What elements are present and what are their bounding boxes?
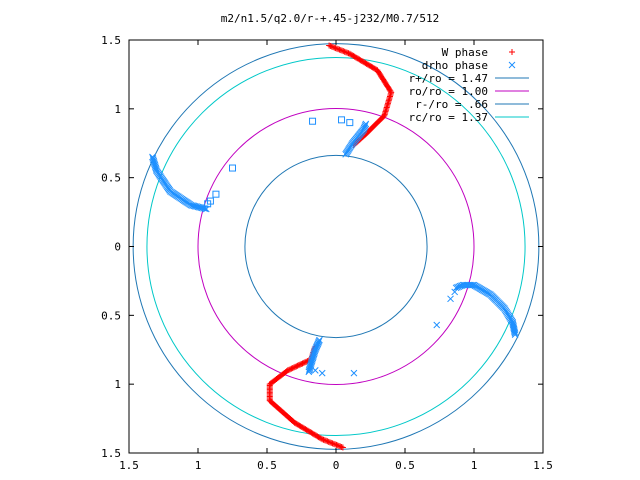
legend-label-0: W phase (442, 46, 488, 59)
legend-label-2: r+/ro = 1.47 (409, 72, 488, 85)
w-phase-point-1-9 (328, 439, 335, 446)
x-tick-label-0: 1.5 (119, 459, 139, 472)
w-phase-point-0-5 (332, 45, 339, 52)
w-phase-point-0-11 (340, 48, 347, 55)
x-tick-label-6: 1.5 (533, 459, 553, 472)
drho-scatter-1-2 (451, 288, 459, 296)
x-tick-label-5: 1 (471, 459, 478, 472)
drho-scatter-1-4 (318, 369, 326, 377)
drho-scatter-1-5 (311, 367, 319, 374)
w-phase-point-0-2 (328, 43, 335, 50)
y-tick-label-1: 1 (114, 378, 121, 391)
x-tick-label-3: 0 (333, 459, 340, 472)
drho-scatter-1-0 (433, 321, 441, 329)
x-tick-label-2: 0.5 (257, 459, 277, 472)
w-phase-point-0-0 (326, 42, 333, 49)
reference-circle-3 (146, 56, 526, 437)
w-phase-point-0-10 (339, 47, 346, 54)
w-phase-point-1-11 (325, 438, 332, 445)
drho-phase-point-2-25 (361, 121, 369, 129)
drho-scatter-0-4 (212, 190, 220, 198)
drho-scatter-0-2 (346, 119, 354, 127)
w-phase-point-0-13 (342, 49, 349, 56)
w-phase-point-1-8 (329, 440, 336, 447)
drho-phase-point-4-60 (511, 329, 519, 337)
drho-scatter-0-6 (204, 200, 212, 208)
w-phase-point-0-14 (344, 49, 351, 56)
drho-scatter-0-0 (309, 117, 317, 125)
w-phase-point-1-10 (326, 439, 333, 446)
w-phase-point-1-3 (336, 442, 343, 449)
legend-label-5: rc/ro = 1.37 (409, 111, 488, 124)
w-phase-point-0-4 (331, 44, 338, 51)
drho-phase-point-5-23 (305, 367, 313, 374)
drho-phase-point-4-12 (469, 281, 476, 289)
drho-phase-point-2-26 (362, 120, 370, 128)
y-tick-label-5: 1 (114, 103, 121, 116)
drho-scatter-1-3 (350, 369, 358, 377)
w-phase-point-1-12 (324, 438, 331, 445)
w-phase-point-0-12 (341, 48, 348, 55)
drho-scatter-0-1 (338, 116, 346, 124)
w-phase-point-0-9 (337, 47, 344, 54)
w-phase-point-1-5 (333, 441, 340, 448)
data-marks (149, 42, 519, 451)
w-phase-point-0-1 (327, 43, 334, 50)
y-tick-label-3: 0 (114, 241, 121, 254)
chart-title: m2/n1.5/q2.0/r-+.45-j232/M0.7/512 (221, 12, 440, 25)
legend-swatch-0 (509, 49, 515, 55)
reference-circle-2 (244, 154, 428, 339)
y-tick-label-6: 1.5 (101, 34, 121, 47)
w-phase-point-1-1 (338, 443, 345, 450)
w-phase-point-1-13 (323, 437, 330, 444)
legend-swatch-1 (508, 61, 516, 69)
w-phase-point-0-3 (329, 44, 336, 51)
y-tick-label-0: 1.5 (101, 447, 121, 460)
drho-scatter-1-1 (447, 295, 454, 303)
w-phase-point-0-8 (336, 46, 343, 53)
w-phase-point-1-0 (339, 444, 346, 451)
w-phase-point-0-7 (335, 46, 342, 53)
w-phase-point-0-6 (333, 45, 340, 52)
drho-scatter-0-3 (229, 164, 236, 172)
drho-phase-point-5-24 (305, 368, 313, 376)
legend-label-1: drho phase (422, 59, 488, 72)
drho-phase-point-4-61 (511, 331, 519, 338)
y-tick-label-2: 0.5 (101, 309, 121, 322)
y-tick-label-4: 0.5 (101, 172, 121, 185)
w-phase-point-1-7 (330, 440, 337, 447)
x-tick-label-1: 1 (195, 459, 202, 472)
w-phase-point-1-6 (332, 441, 339, 448)
reference-circle-1 (197, 108, 475, 385)
w-phase-point-1-2 (337, 443, 344, 450)
x-tick-label-4: 0.5 (395, 459, 415, 472)
w-phase-point-1-4 (334, 442, 341, 449)
w-phase-point-1-14 (321, 437, 328, 444)
legend-label-4: r-/ro = .66 (415, 98, 488, 111)
legend-label-3: ro/ro = 1.00 (409, 85, 488, 98)
